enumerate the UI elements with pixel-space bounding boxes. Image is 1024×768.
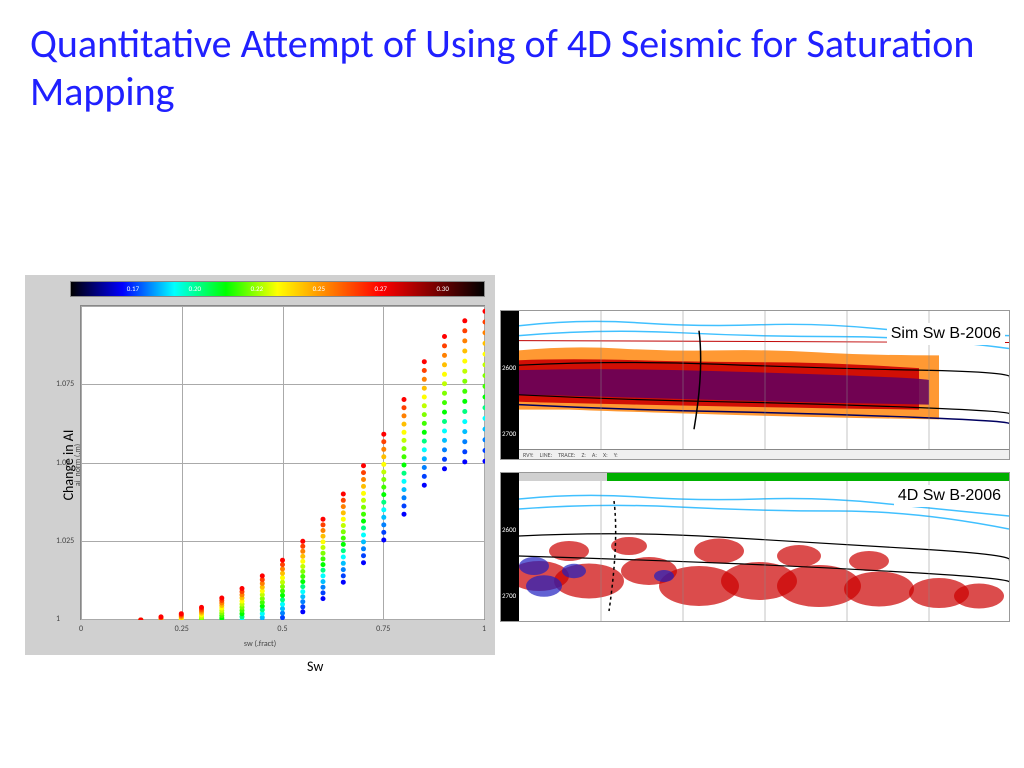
- fourd-section-label: 4D Sw B-2006: [894, 485, 1005, 507]
- xtick: 0.75: [376, 624, 390, 634]
- ytick: 1.025: [56, 536, 74, 546]
- depth-strip: 2600 2700: [501, 311, 519, 459]
- depth-strip: 2600 2700: [501, 473, 519, 621]
- cbar-tick: 0.25: [313, 284, 325, 293]
- colorbar: 0.17 0.20 0.22 0.25 0.27 0.30: [70, 281, 485, 297]
- sections-panel: 2600 2700 Sim Sw B-2006 RVY: LINE: TRACE…: [500, 310, 1010, 634]
- depth-tick: 2700: [502, 429, 516, 438]
- top-status-bar: [519, 473, 1009, 481]
- slide-title: Quantitative Attempt of Using of 4D Seis…: [30, 20, 994, 116]
- cbar-tick: 0.20: [189, 284, 201, 293]
- depth-tick: 2600: [502, 525, 516, 534]
- depth-tick: 2700: [502, 591, 516, 600]
- status-item: Y:: [614, 451, 618, 459]
- status-item: RVY:: [523, 451, 534, 459]
- depth-tick: 2600: [502, 363, 516, 372]
- status-item: A:: [592, 451, 597, 459]
- cbar-tick: 0.30: [436, 284, 448, 293]
- status-item: LINE:: [540, 451, 552, 459]
- cbar-tick: 0.27: [375, 284, 387, 293]
- cbar-tick: 0.22: [251, 284, 263, 293]
- x-axis-label-inner: sw (.fract): [244, 639, 276, 649]
- status-item: X:: [603, 451, 608, 459]
- xtick: 0.5: [277, 624, 287, 634]
- sim-section: 2600 2700 Sim Sw B-2006 RVY: LINE: TRACE…: [500, 310, 1010, 460]
- xtick: 1: [482, 624, 486, 634]
- plot-area: 0 0.25 0.5 0.75 1 1 1.025 1.05 1.075: [80, 305, 485, 620]
- sim-section-label: Sim Sw B-2006: [887, 323, 1005, 345]
- ytick: 1: [56, 614, 60, 624]
- x-axis-label: Sw: [307, 658, 323, 675]
- fourd-section: 2600 2700 4D Sw B-2006: [500, 472, 1010, 622]
- status-bar: RVY: LINE: TRACE: Z: A: X: Y:: [519, 449, 1009, 459]
- plot-frame: 0.17 0.20 0.22 0.25 0.27 0.30 Change in …: [25, 275, 495, 655]
- ytick: 1.05: [56, 458, 70, 468]
- xtick: 0: [79, 624, 83, 634]
- status-item: TRACE:: [558, 451, 575, 459]
- xtick: 0.25: [175, 624, 189, 634]
- ytick: 1.075: [56, 379, 74, 389]
- scatter-panel: 0.17 0.20 0.22 0.25 0.27 0.30 Change in …: [25, 275, 495, 655]
- status-item: Z:: [581, 451, 585, 459]
- cbar-tick: 0.17: [127, 284, 139, 293]
